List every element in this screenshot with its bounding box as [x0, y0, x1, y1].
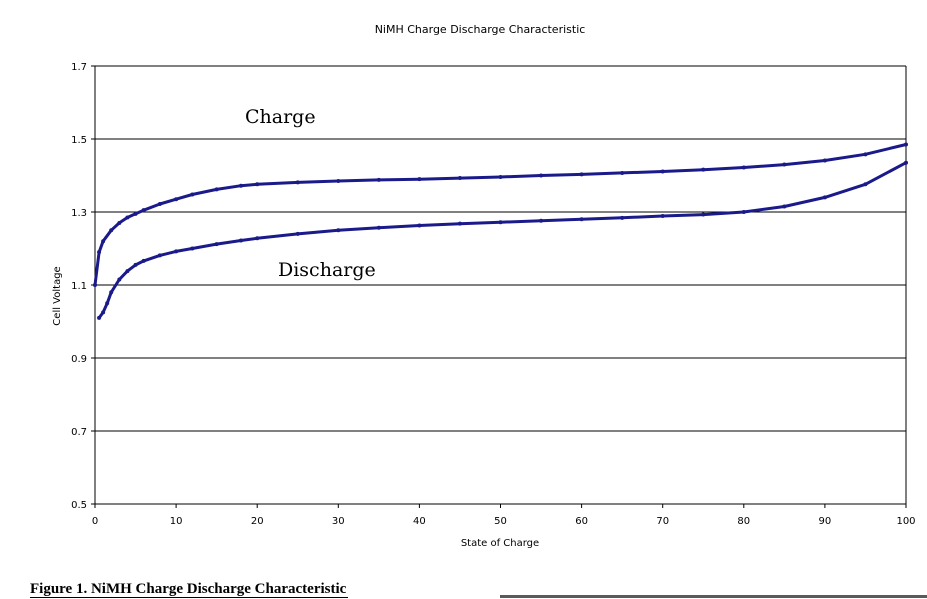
data-point-discharge — [782, 204, 787, 209]
data-point-charge — [157, 201, 162, 206]
x-tick-label-2: 20 — [251, 516, 264, 527]
data-point-discharge — [539, 218, 544, 223]
data-point-charge — [133, 211, 138, 216]
y-tick-label-6: 1.7 — [71, 62, 87, 73]
line-chart: NiMH Charge Discharge Characteristic 0.5… — [52, 23, 916, 549]
x-tick-labels: 0 10 20 30 40 50 60 70 80 90 100 — [92, 504, 916, 527]
data-point-discharge — [101, 310, 106, 315]
data-point-charge — [97, 250, 102, 255]
data-point-charge — [376, 177, 381, 182]
x-tick-label-10: 100 — [896, 516, 915, 527]
data-point-charge — [295, 180, 300, 185]
data-point-charge — [125, 215, 130, 220]
y-tick-labels: 0.5 0.7 0.9 1.1 1.3 1.5 1.7 — [71, 62, 95, 511]
x-tick-label-8: 80 — [737, 516, 750, 527]
data-point-discharge — [190, 246, 195, 251]
data-point-discharge — [105, 301, 110, 306]
data-point-charge — [498, 174, 503, 179]
data-point-charge — [863, 152, 868, 157]
x-tick-label-0: 0 — [92, 516, 98, 527]
data-point-charge — [141, 208, 146, 213]
data-point-discharge — [255, 236, 260, 241]
data-point-discharge — [579, 217, 584, 222]
series-layer — [93, 142, 908, 320]
data-point-charge — [539, 173, 544, 178]
data-point-discharge — [295, 231, 300, 236]
data-point-charge — [238, 183, 243, 188]
data-point-discharge — [174, 249, 179, 254]
data-point-charge — [701, 167, 706, 172]
chart-title: NiMH Charge Discharge Characteristic — [375, 23, 586, 36]
gridlines — [95, 65, 906, 432]
y-tick-label-5: 1.5 — [71, 135, 87, 146]
y-tick-label-3: 1.1 — [71, 281, 87, 292]
data-point-discharge — [336, 228, 341, 233]
data-point-discharge — [822, 195, 827, 200]
data-point-charge — [190, 192, 195, 197]
data-point-discharge — [417, 223, 422, 228]
data-point-discharge — [157, 253, 162, 258]
data-point-charge — [457, 176, 462, 181]
data-point-discharge — [125, 269, 130, 274]
data-point-discharge — [376, 225, 381, 230]
y-tick-label-2: 0.9 — [71, 354, 87, 365]
data-point-charge — [101, 239, 106, 244]
data-point-discharge — [660, 214, 665, 219]
x-tick-label-4: 40 — [413, 516, 426, 527]
y-tick-label-4: 1.3 — [71, 208, 87, 219]
data-point-discharge — [741, 210, 746, 214]
data-point-charge — [117, 220, 122, 225]
data-point-discharge — [701, 212, 706, 217]
data-point-discharge — [133, 262, 138, 267]
data-point-discharge — [498, 220, 503, 225]
data-point-discharge — [141, 258, 146, 263]
data-point-charge — [660, 169, 665, 174]
caption-divider — [500, 595, 927, 598]
series-line-discharge — [97, 161, 907, 319]
data-point-discharge — [109, 290, 114, 295]
x-tick-label-1: 10 — [170, 516, 183, 527]
data-point-discharge — [620, 215, 625, 220]
data-point-charge — [174, 197, 179, 202]
y-axis-label: Cell Voltage — [52, 266, 63, 325]
data-point-charge — [782, 162, 787, 167]
data-point-charge — [109, 228, 114, 233]
data-point-discharge — [238, 238, 243, 243]
data-point-charge — [741, 165, 746, 170]
data-point-charge — [214, 187, 219, 192]
data-point-charge — [620, 170, 625, 175]
x-tick-label-7: 70 — [656, 516, 669, 527]
data-point-discharge — [457, 221, 462, 226]
discharge-annotation: Discharge — [278, 259, 376, 281]
data-point-charge — [904, 142, 908, 147]
data-point-charge — [417, 177, 422, 182]
data-point-charge — [579, 172, 584, 177]
charge-annotation: Charge — [245, 106, 316, 128]
x-tick-label-6: 60 — [575, 516, 588, 527]
data-point-discharge — [904, 160, 908, 165]
y-tick-label-0: 0.5 — [71, 500, 87, 511]
y-tick-label-1: 0.7 — [71, 427, 87, 438]
data-point-discharge — [214, 242, 219, 247]
chart-container: NiMH Charge Discharge Characteristic 0.5… — [52, 23, 916, 549]
x-tick-label-9: 90 — [819, 516, 832, 527]
data-point-charge — [93, 283, 97, 287]
x-axis-label: State of Charge — [461, 538, 539, 549]
data-point-discharge — [117, 277, 122, 282]
data-point-charge — [822, 158, 827, 163]
figure-caption: Figure 1. NiMH Charge Discharge Characte… — [30, 581, 349, 598]
x-tick-label-5: 50 — [494, 516, 507, 527]
data-point-discharge — [863, 182, 868, 187]
data-point-discharge — [97, 315, 102, 320]
x-tick-label-3: 30 — [332, 516, 345, 527]
data-point-charge — [336, 178, 341, 183]
data-point-charge — [255, 182, 260, 187]
